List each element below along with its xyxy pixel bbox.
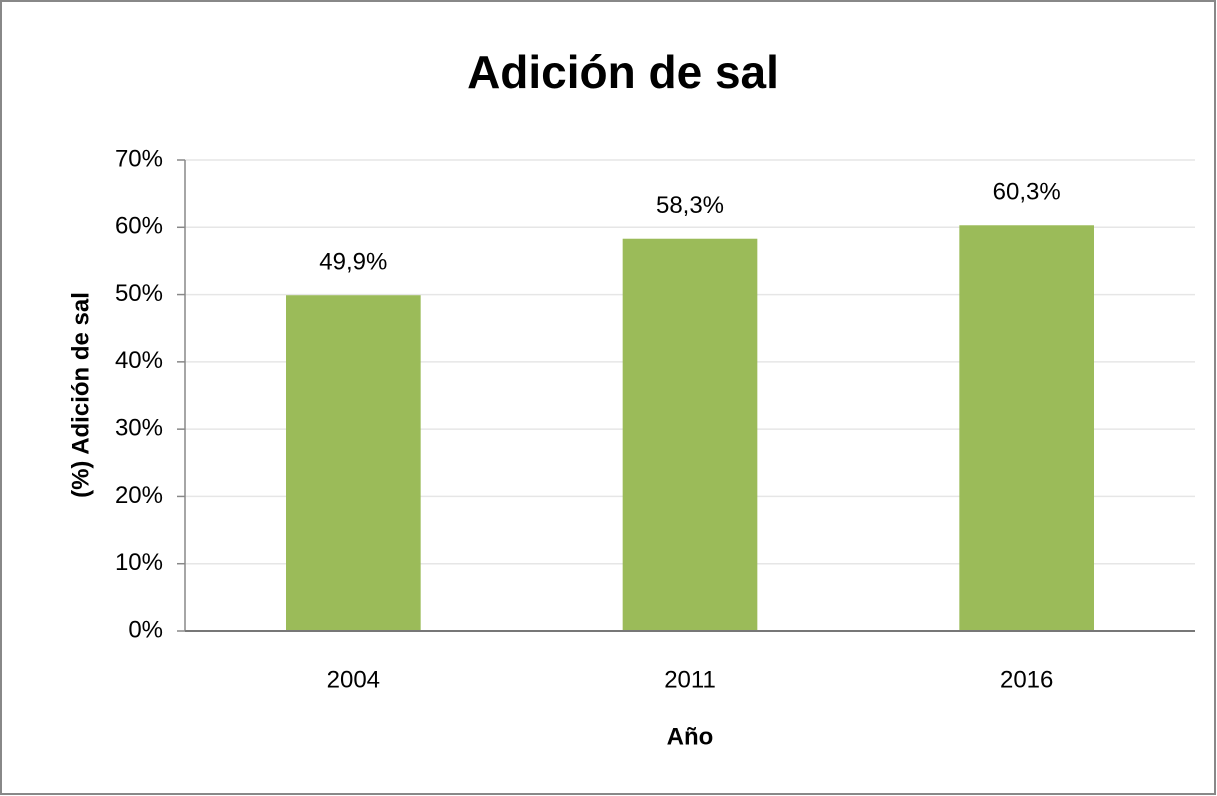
y-tick-label: 40% xyxy=(115,347,163,374)
y-tick-label: 70% xyxy=(115,145,163,172)
x-tick-label: 2011 xyxy=(664,666,716,693)
y-tick-label: 50% xyxy=(115,280,163,307)
bar xyxy=(959,225,1094,631)
y-tick-label: 10% xyxy=(115,549,163,576)
bar xyxy=(286,295,421,631)
x-tick-label: 2004 xyxy=(327,666,380,693)
y-tick-label: 30% xyxy=(115,414,163,441)
x-axis-title: Año xyxy=(667,723,714,750)
data-label: 58,3% xyxy=(656,192,724,219)
y-tick-label: 20% xyxy=(115,482,163,509)
y-tick-label: 60% xyxy=(115,213,163,240)
chart-title: Adición de sal xyxy=(467,46,779,98)
data-label: 49,9% xyxy=(319,249,387,276)
y-tick-label: 0% xyxy=(128,616,163,643)
bar xyxy=(622,238,758,631)
x-tick-label: 2016 xyxy=(1000,666,1053,693)
data-label: 60,3% xyxy=(993,179,1061,206)
y-axis-title: (%) Adición de sal xyxy=(67,292,94,498)
